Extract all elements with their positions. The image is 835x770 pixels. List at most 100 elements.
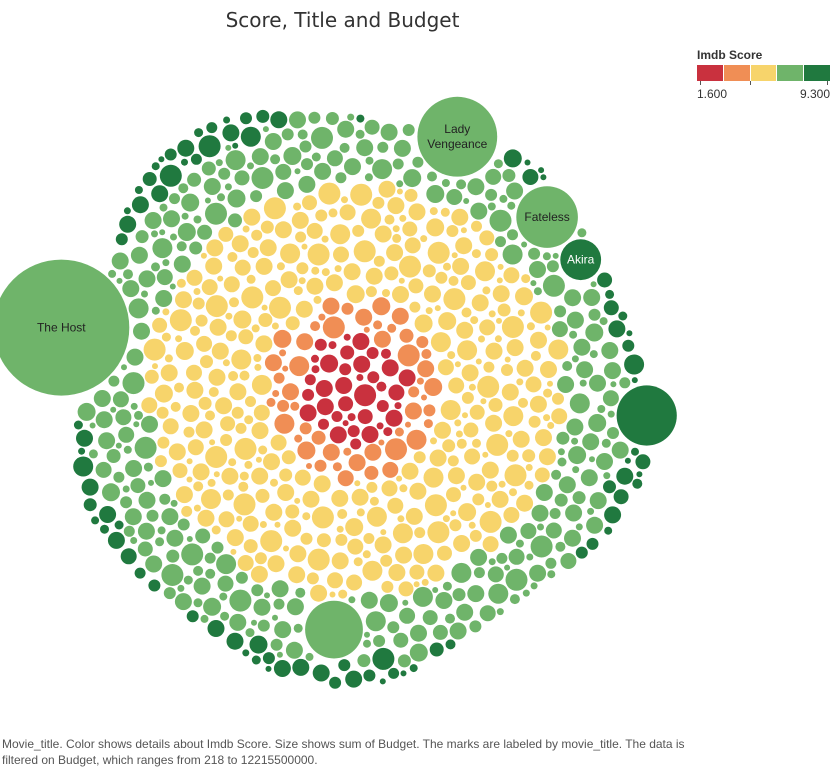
bubble-movie-728[interactable]	[321, 268, 330, 277]
bubble-movie-304[interactable]	[250, 565, 268, 583]
bubble-movie-18[interactable]	[311, 126, 333, 149]
bubble-movie-789[interactable]	[123, 207, 131, 215]
bubble-movie-478[interactable]	[115, 233, 128, 246]
bubble-movie-363[interactable]	[545, 522, 562, 539]
bubble-movie-884[interactable]	[251, 619, 257, 626]
bubble-movie-653[interactable]	[521, 274, 531, 284]
bubble-movie-160[interactable]	[447, 467, 465, 485]
bubble-movie-46[interactable]	[159, 164, 182, 187]
bubble-movie-332[interactable]	[551, 321, 568, 338]
bubble-movie-764[interactable]	[254, 363, 262, 371]
bubble-movie-566[interactable]	[251, 229, 263, 241]
bubble-movie-259[interactable]	[576, 361, 594, 379]
bubble-movie-698[interactable]	[363, 639, 371, 648]
bubble-movie-654[interactable]	[577, 228, 587, 238]
bubble-movie-799[interactable]	[347, 113, 355, 121]
bubble-movie-210[interactable]	[186, 381, 204, 399]
bubble-movie-598[interactable]	[170, 401, 181, 412]
bubble-movie-236[interactable]	[435, 592, 453, 609]
bubble-movie-650[interactable]	[161, 332, 171, 342]
bubble-movie-550[interactable]	[304, 374, 316, 386]
bubble-movie-401[interactable]	[197, 224, 213, 240]
bubble-movie-797[interactable]	[571, 437, 579, 445]
bubble-movie-36[interactable]	[385, 438, 407, 461]
bubble-movie-162[interactable]	[417, 360, 435, 378]
bubble-movie-618[interactable]	[373, 320, 383, 330]
bubble-movie-463[interactable]	[461, 391, 474, 404]
bubble-movie-810[interactable]	[460, 227, 467, 234]
bubble-movie-554[interactable]	[108, 375, 120, 387]
bubble-movie-80[interactable]	[251, 374, 272, 395]
bubble-movie-146[interactable]	[468, 473, 486, 491]
bubble-movie-590[interactable]	[178, 183, 189, 194]
bubble-movie-483[interactable]	[120, 496, 133, 509]
bubble-movie-893[interactable]	[354, 480, 361, 487]
bubble-movie-294[interactable]	[264, 354, 282, 372]
bubble-movie-100[interactable]	[409, 643, 428, 662]
bubble-movie-887[interactable]	[159, 229, 166, 236]
bubble-movie-829[interactable]	[462, 412, 468, 419]
bubble-movie-358[interactable]	[437, 359, 454, 376]
bubble-movie-878[interactable]	[521, 241, 528, 248]
bubble-movie-880[interactable]	[524, 159, 531, 166]
bubble-movie-506[interactable]	[218, 167, 231, 180]
bubble-movie-433[interactable]	[279, 468, 293, 482]
bubble-movie-194[interactable]	[255, 257, 273, 275]
bubble-movie-503[interactable]	[435, 271, 448, 284]
bubble-movie-710[interactable]	[441, 179, 450, 187]
bubble-movie-606[interactable]	[421, 349, 432, 359]
bubble-movie-282[interactable]	[274, 221, 292, 239]
bubble-movie-49[interactable]	[366, 506, 387, 527]
bubble-movie-6[interactable]	[399, 255, 421, 278]
bubble-movie-679[interactable]	[382, 289, 390, 297]
bubble-movie-440[interactable]	[404, 188, 418, 202]
bubble-movie-725[interactable]	[123, 445, 132, 454]
bubble-movie-640[interactable]	[220, 611, 230, 621]
bubble-movie-40[interactable]	[505, 568, 528, 591]
bubble-movie-495[interactable]	[296, 262, 309, 275]
bubble-movie-97[interactable]	[458, 503, 477, 522]
bubble-movie-875[interactable]	[115, 442, 122, 449]
bubble-movie-353[interactable]	[503, 267, 520, 284]
bubble-movie-126[interactable]	[197, 509, 215, 527]
bubble-movie-409[interactable]	[285, 316, 300, 331]
bubble-movie-371[interactable]	[156, 269, 173, 286]
bubble-movie-741[interactable]	[603, 472, 611, 480]
bubble-movie-356[interactable]	[446, 189, 463, 205]
bubble-movie-543[interactable]	[169, 193, 180, 205]
bubble-movie-243[interactable]	[506, 339, 524, 357]
bubble-movie-874[interactable]	[294, 497, 301, 504]
bubble-movie-377[interactable]	[302, 195, 317, 211]
bubble-movie-234[interactable]	[395, 546, 413, 564]
bubble-movie-27[interactable]	[372, 647, 395, 670]
bubble-movie-713[interactable]	[515, 539, 524, 548]
bubble-movie-863[interactable]	[413, 581, 420, 588]
bubble-movie-787[interactable]	[571, 355, 579, 363]
bubble-movie-807[interactable]	[193, 504, 201, 512]
bubble-movie-522[interactable]	[339, 363, 352, 376]
bubble-movie-479[interactable]	[528, 415, 541, 428]
bubble-movie-726[interactable]	[305, 652, 314, 661]
bubble-movie-691[interactable]	[533, 287, 542, 296]
bubble-movie-410[interactable]	[364, 465, 379, 480]
bubble-movie-42[interactable]	[354, 384, 377, 407]
bubble-movie-274[interactable]	[126, 348, 144, 366]
bubble-movie-672[interactable]	[91, 516, 100, 525]
bubble-movie-542[interactable]	[335, 172, 347, 184]
bubble-movie-729[interactable]	[279, 349, 287, 357]
bubble-movie-32[interactable]	[205, 295, 228, 318]
bubble-movie-622[interactable]	[211, 525, 221, 535]
bubble-movie-647[interactable]	[423, 419, 433, 429]
bubble-movie-592[interactable]	[461, 307, 472, 318]
bubble-movie-828[interactable]	[432, 587, 439, 593]
bubble-movie-539[interactable]	[365, 286, 377, 298]
bubble-movie-465[interactable]	[387, 621, 400, 634]
bubble-movie-806[interactable]	[215, 159, 223, 167]
bubble-movie-400[interactable]	[130, 478, 146, 494]
bubble-movie-531[interactable]	[507, 229, 518, 241]
bubble-movie-722[interactable]	[159, 203, 168, 212]
bubble-movie-144[interactable]	[111, 252, 129, 270]
bubble-movie-62[interactable]	[624, 354, 645, 375]
bubble-movie-453[interactable]	[231, 406, 244, 419]
bubble-movie-255[interactable]	[211, 342, 229, 360]
